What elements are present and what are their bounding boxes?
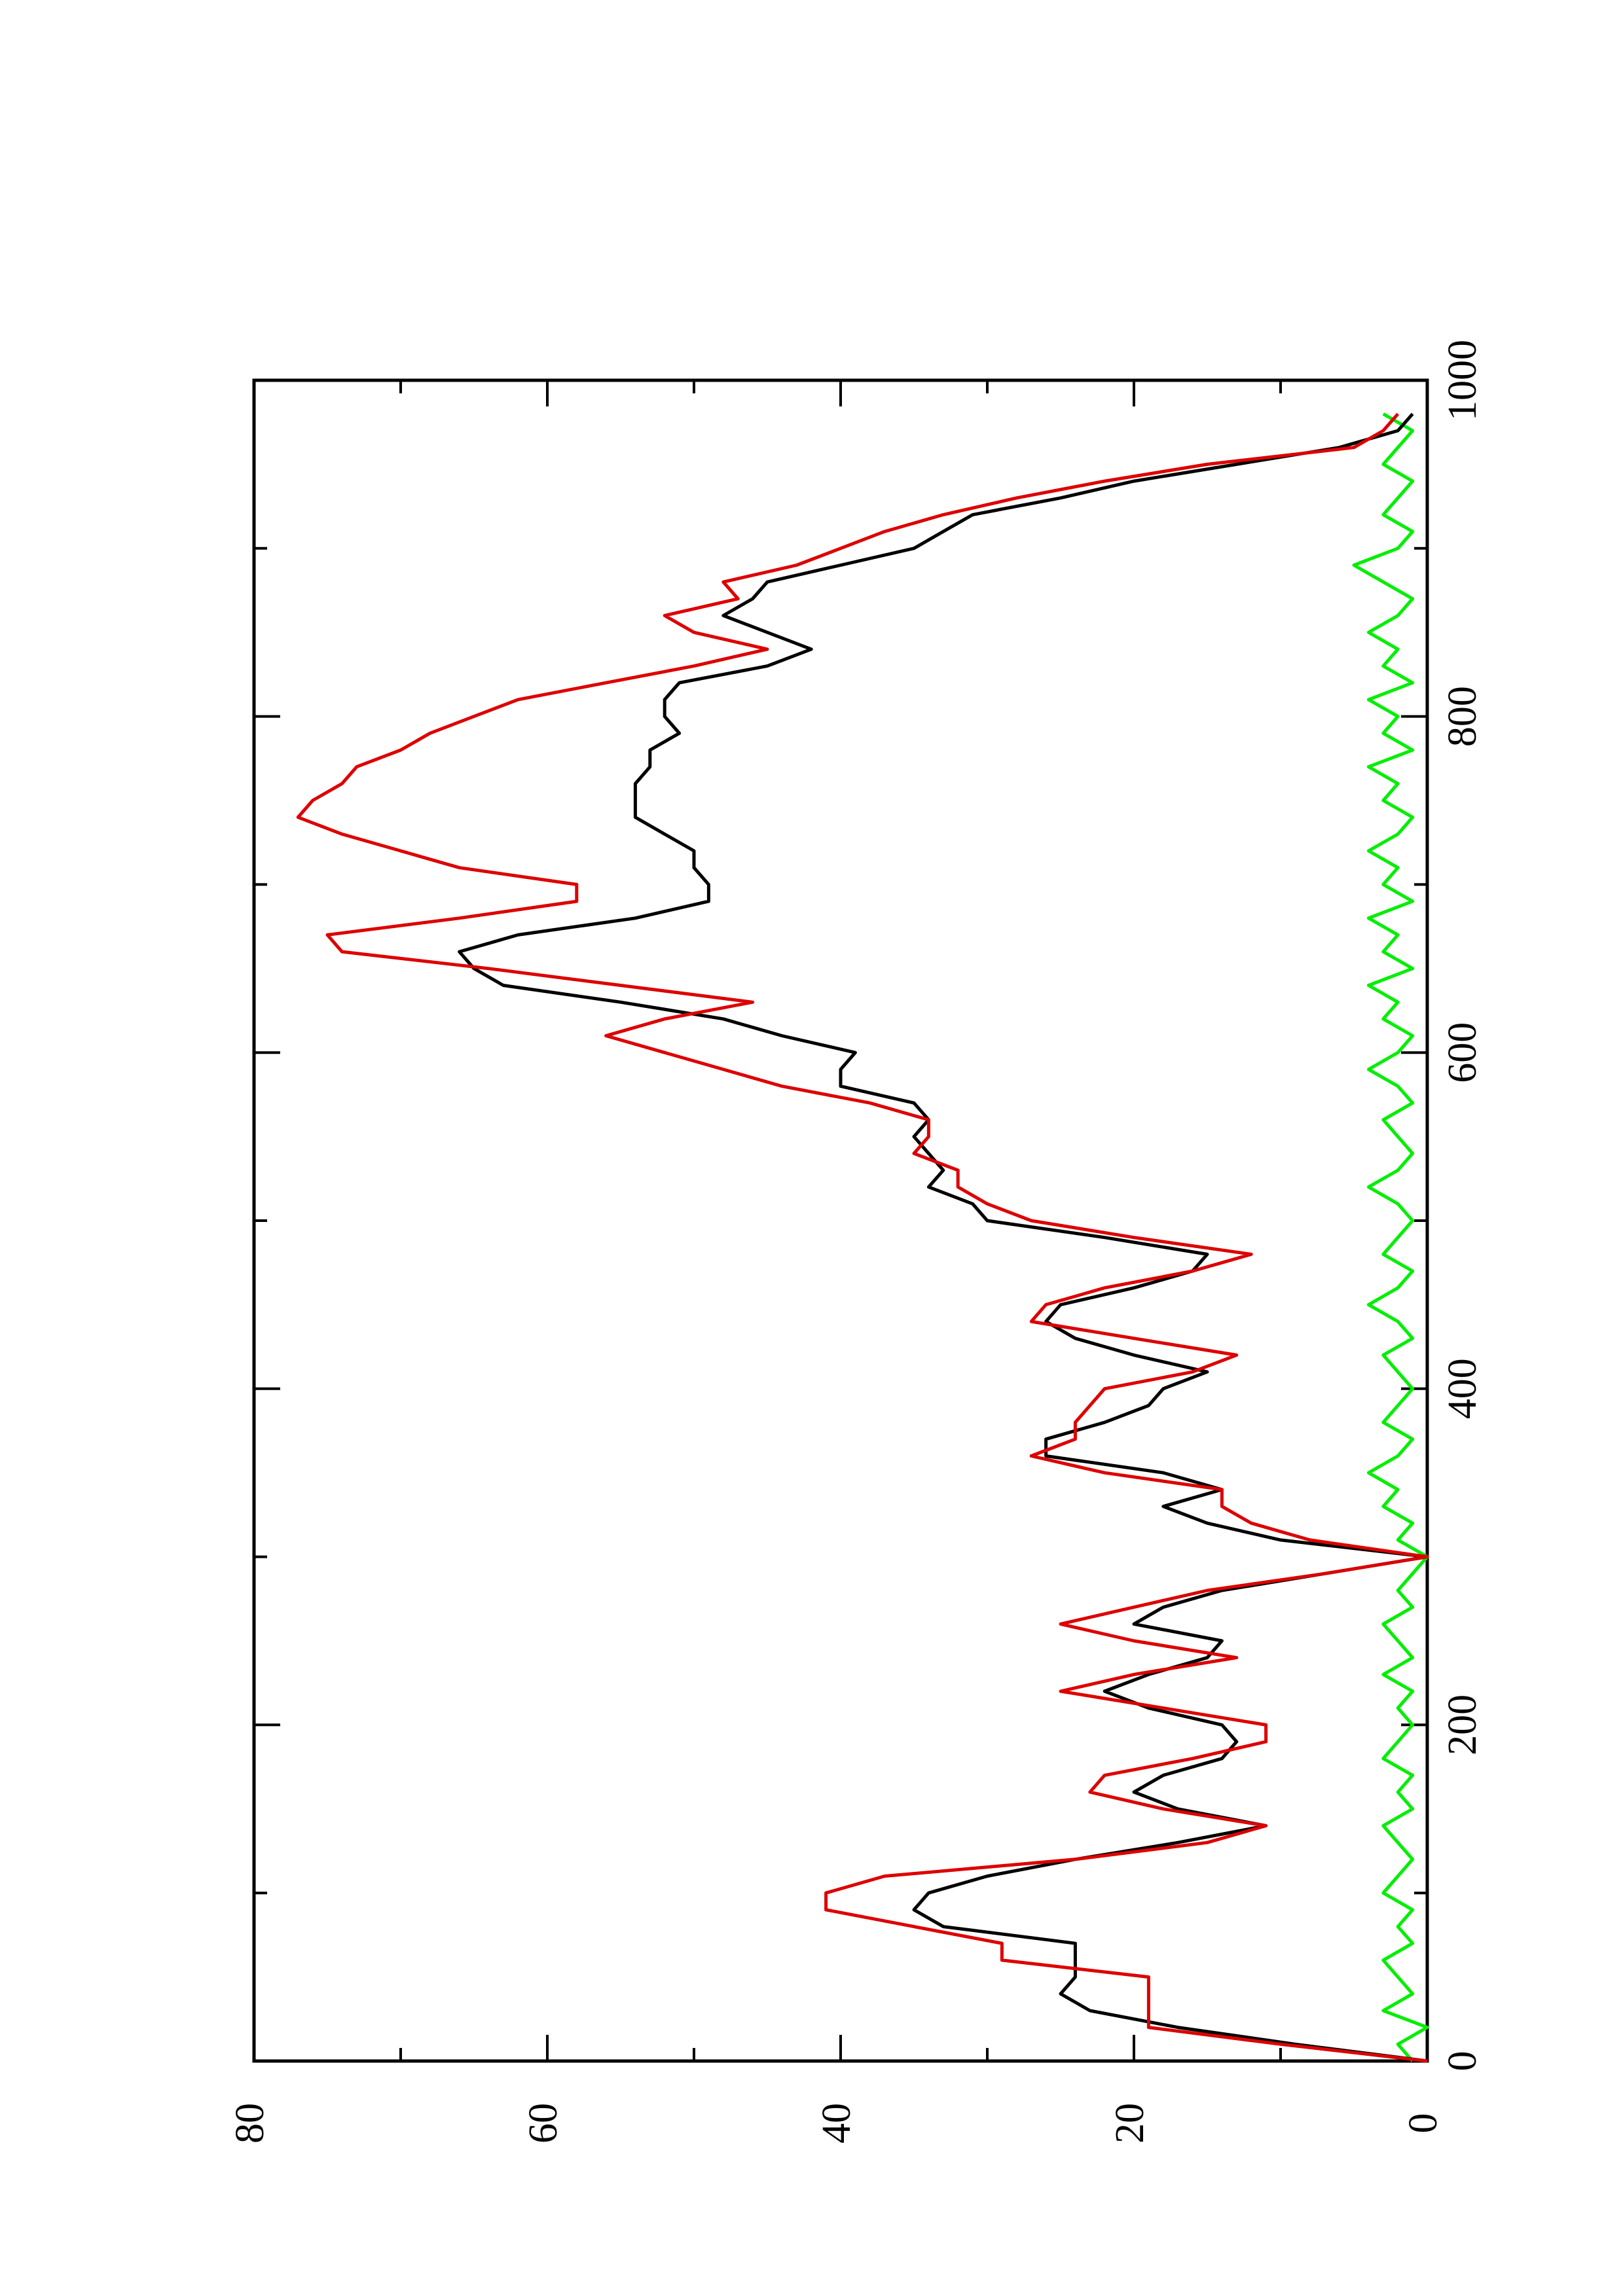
x-tick-label: 1000: [1440, 340, 1485, 421]
y-tick-label: 0: [1401, 2113, 1446, 2134]
series-line: [1352, 412, 1429, 2062]
y-tick-label: 20: [1108, 2103, 1152, 2144]
x-tick-label: 200: [1440, 1695, 1485, 1755]
x-tick-label: 400: [1440, 1358, 1485, 1419]
plot-frame: [252, 378, 1429, 2063]
y-tick-label: 40: [814, 2103, 859, 2144]
x-tick-label: 600: [1440, 1022, 1485, 1083]
series-line: [458, 412, 1429, 2063]
x-tick-label: 0: [1440, 2051, 1485, 2072]
y-tick-label: 60: [521, 2103, 566, 2144]
series-line: [296, 412, 1429, 2063]
y-tick-label: 80: [228, 2103, 272, 2144]
x-tick-label: 800: [1440, 686, 1485, 747]
